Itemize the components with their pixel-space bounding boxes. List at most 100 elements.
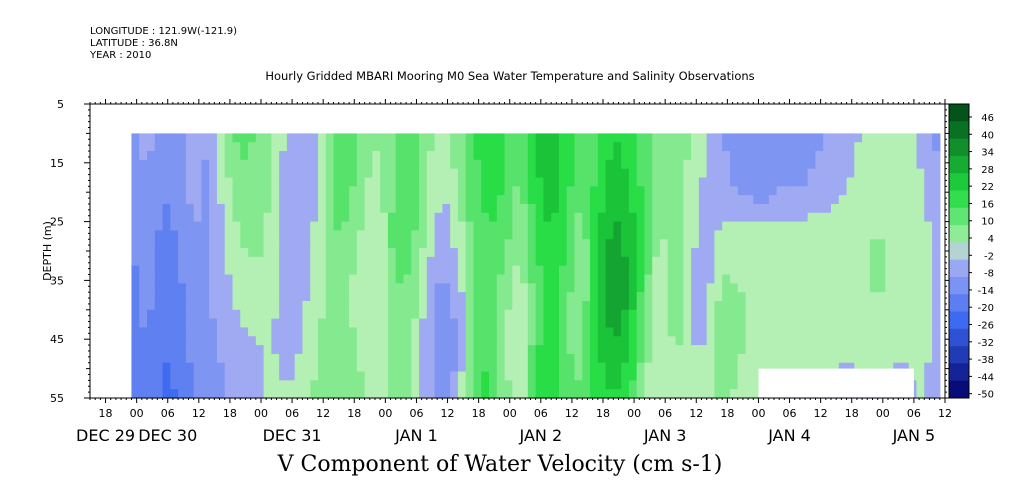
heatmap-cell (162, 186, 171, 196)
heatmap-cell (838, 177, 848, 187)
heatmap-cell (450, 380, 459, 390)
heatmap-cell (862, 309, 871, 320)
heatmap-cell (248, 212, 257, 223)
heatmap-cell (240, 133, 249, 143)
heatmap-cell (325, 248, 335, 258)
heatmap-cell (216, 327, 226, 337)
heatmap-cell (660, 389, 669, 399)
heatmap-cell (527, 389, 537, 399)
heatmap-cell (621, 256, 630, 267)
heatmap-cell (496, 256, 506, 267)
heatmap-cell (877, 318, 887, 329)
heatmap-cell (131, 142, 140, 152)
heatmap-cell (924, 265, 933, 276)
heatmap-cell (512, 292, 521, 302)
heatmap-cell (465, 345, 475, 355)
heatmap-cell (636, 248, 646, 258)
heatmap-cell (799, 256, 809, 267)
heatmap-cell (574, 186, 583, 196)
heatmap-cell (590, 256, 599, 267)
heatmap-cell (916, 239, 925, 249)
heatmap-cell (574, 380, 583, 390)
heatmap-cell (691, 353, 700, 364)
heatmap-cell (349, 212, 358, 223)
heatmap-cell (512, 203, 521, 214)
heatmap-cell (380, 309, 389, 320)
heatmap-cell (372, 142, 381, 152)
heatmap-cell (387, 177, 397, 187)
heatmap-cell (628, 239, 638, 249)
heatmap-cell (613, 345, 622, 355)
heatmap-cell (411, 239, 420, 249)
heatmap-cell (660, 177, 669, 187)
heatmap-cell (613, 177, 622, 187)
heatmap-cell (590, 371, 599, 381)
heatmap-cell (411, 230, 420, 240)
heatmap-cell (566, 265, 576, 276)
heatmap-cell (255, 221, 265, 232)
heatmap-cell (932, 292, 941, 302)
heatmap-cell (675, 168, 684, 179)
heatmap-cell (147, 292, 156, 302)
heatmap-cell (279, 212, 288, 223)
heatmap-cell (489, 159, 498, 170)
heatmap-cell (457, 389, 467, 399)
heatmap-cell (776, 274, 785, 284)
heatmap-cell (831, 248, 840, 258)
heatmap-cell (535, 239, 545, 249)
heatmap-cell (722, 336, 731, 346)
heatmap-cell (442, 345, 451, 355)
heatmap-cell (621, 336, 630, 346)
heatmap-cell (807, 265, 817, 276)
heatmap-cell (869, 265, 879, 276)
heatmap-cell (869, 336, 879, 346)
heatmap-cell (341, 239, 350, 249)
heatmap-cell (286, 353, 296, 364)
heatmap-cell (590, 292, 599, 302)
heatmap-cell (216, 186, 226, 196)
heatmap-cell (706, 309, 716, 320)
heatmap-cell (178, 283, 187, 293)
heatmap-cell (131, 186, 140, 196)
heatmap-cell (387, 371, 397, 381)
heatmap-cell (558, 195, 568, 205)
heatmap-cell (457, 345, 467, 355)
heatmap-cell (862, 345, 871, 355)
heatmap-cell (139, 345, 148, 355)
heatmap-cell (613, 142, 622, 152)
heatmap-cell (131, 345, 140, 355)
heatmap-cell (768, 309, 778, 320)
heatmap-cell (294, 292, 304, 302)
heatmap-cell (356, 380, 366, 390)
heatmap-cell (722, 283, 731, 293)
heatmap-cell (675, 292, 684, 302)
heatmap-cell (154, 133, 164, 143)
heatmap-cell (341, 265, 350, 276)
colorbar-label: 4 (988, 234, 994, 245)
x-tick-label: 18 (223, 407, 237, 420)
heatmap-cell (597, 300, 607, 311)
heatmap-cell (745, 309, 754, 320)
heatmap-cell (248, 318, 257, 329)
heatmap-cell (489, 318, 498, 329)
heatmap-cell (426, 151, 436, 161)
heatmap-cell (387, 195, 397, 205)
heatmap-cell (737, 256, 747, 267)
heatmap-cell (636, 318, 646, 329)
heatmap-cell (815, 203, 824, 214)
heatmap-cell (846, 142, 855, 152)
heatmap-cell (224, 203, 234, 214)
heatmap-cell (325, 389, 335, 399)
heatmap-cell (613, 248, 622, 258)
heatmap-cell (411, 212, 420, 223)
heatmap-cell (302, 212, 311, 223)
heatmap-cell (605, 168, 614, 179)
heatmap-cell (147, 203, 156, 214)
colorbar-band (949, 276, 969, 295)
heatmap-cell (255, 168, 265, 179)
heatmap-cell (846, 230, 855, 240)
heatmap-cell (271, 345, 280, 355)
heatmap-cell (240, 265, 249, 276)
heatmap-cell (411, 300, 420, 311)
heatmap-cell (776, 133, 785, 143)
